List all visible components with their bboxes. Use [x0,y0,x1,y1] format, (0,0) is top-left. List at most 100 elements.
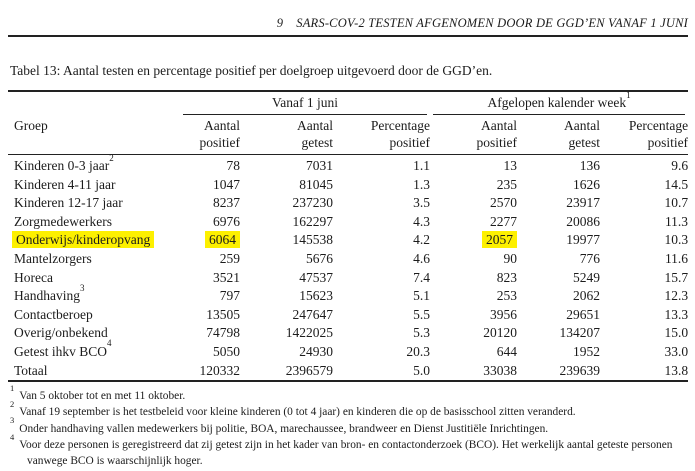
table-cell: 13.3 [664,306,689,322]
footnote-marker: 1 [10,382,15,393]
table-cell: 29651 [566,306,601,322]
table-cell: 20.3 [406,343,431,359]
table-cell: 162297 [292,213,334,229]
table-cell: 4.2 [413,232,431,248]
table-cell: 33038 [483,362,518,378]
table-cell: 120332 [199,362,241,378]
table-caption: Tabel 13: Aantal testen en percentage po… [10,63,493,78]
column-group-label: Vanaf 1 juni [272,95,338,110]
footnote-marker: 4 [10,431,15,442]
row-label: Getest ihkv BCO [14,343,107,359]
table-row: Handhaving3 797 15623 5.1 253 2062 12.3 [8,283,688,306]
footnotes: 1 Van 5 oktober tot en met 11 oktober. 2V… [10,384,694,470]
column-header-aantal-positief-2: Aantal positief [430,115,518,155]
table-cell: 15623 [299,288,333,304]
table-cell: 74798 [206,325,240,341]
running-header: 9 SARS-COV-2 TESTEN AFGENOMEN DOOR DE GGD… [8,16,688,30]
table-cell: 3.5 [413,195,431,211]
table-cell: 5676 [306,250,333,266]
footnote-marker: 2 [109,152,114,163]
table-cell: 24930 [299,343,333,359]
table-cell: 5050 [213,343,240,359]
table-cell: 9.6 [671,158,689,173]
table-cell: 235 [496,176,518,192]
table-cell: 33.0 [664,343,689,359]
table-cell: 797 [219,288,240,304]
highlighted-value: 6064 [205,231,240,249]
footnote: 3 Onder handhaving vallen medewerkers bij… [10,416,694,437]
table-row: Kinderen 12-17 jaar 8237 237230 3.5 2570… [8,194,688,213]
row-label: Kinderen 12-17 jaar [14,195,123,211]
table-cell: 5249 [573,269,601,285]
table-cell: 7.4 [413,269,431,285]
header-rule [8,35,688,37]
row-label: Contactberoep [14,306,93,322]
table-cell: 259 [219,250,240,266]
table-cell: 3956 [490,306,518,322]
row-label: Totaal [14,362,48,378]
table-cell: 1626 [573,176,601,192]
table-cell: 2057 [430,231,518,250]
table-cell: 14.5 [664,176,689,192]
table-cell: 145538 [292,232,334,248]
table-cell: 6064 [180,231,240,250]
table-cell: 13.8 [664,362,689,378]
table-cell: 247647 [292,306,334,322]
table-cell: 1952 [573,343,601,359]
table-cell: 47537 [299,269,333,285]
table-row-highlighted: Onderwijs/kinderopvang 6064 145538 4.2 2… [8,231,688,250]
table-cell: 10.3 [664,232,689,248]
table-cell: 239639 [559,362,601,378]
column-header-aantal-getest-1: Aantal getest [240,115,333,155]
column-header-row: Groep Aantal positief Aantal getest Percen… [8,115,689,155]
column-header-groep: Groep [8,115,180,155]
table-cell: 90 [503,250,518,266]
footnote-text: Van 5 oktober tot en met 11 oktober. [19,390,186,403]
table-row: Contactberoep 13505 247647 5.5 3956 2965… [8,306,688,325]
table-cell: 4.3 [413,213,431,229]
table-row: Getest ihkv BCO4 5050 24930 20.3 644 195… [8,339,689,362]
table-cell: 2277 [490,213,518,229]
table-row: Kinderen 4-11 jaar 1047 81045 1.3 235 16… [8,176,688,195]
table-cell: 1047 [213,176,240,192]
table-cell: 1.3 [413,176,431,192]
table-cell: 11.6 [664,250,689,266]
table-cell: 253 [496,288,518,304]
table-cell: 78 [226,158,241,173]
table-cell: 1422025 [285,325,333,341]
data-table: Vanaf 1 juni Afgelopen kalender week1 Gr… [8,90,689,383]
table-cell: 81045 [299,176,333,192]
column-header-aantal-positief-1: Aantal positief [180,115,240,155]
table-cell: 19977 [566,232,601,248]
table-cell: 237230 [292,195,334,211]
row-label-highlighted: Onderwijs/kinderopvang [12,231,155,249]
table-row: Kinderen 0-3 jaar2 78 7031 1.1 13 136 9.… [8,152,689,176]
column-group-afgelopen-week: Afgelopen kalender week1 [430,90,688,115]
row-label: Overig/onbekend [14,325,108,341]
table-cell: 134207 [559,325,601,341]
footnote-text: Voor deze personen is geregistreerd dat … [19,439,673,468]
table-cell: 15.0 [664,325,689,341]
table-row: Zorgmedewerkers 6976 162297 4.3 2277 200… [8,213,688,232]
row-label: Horeca [14,269,53,285]
table-cell: 2396579 [285,362,333,378]
column-group-row: Vanaf 1 juni Afgelopen kalender week1 [8,90,688,115]
table-cell: 13 [503,158,518,173]
table-cell: 7031 [306,158,333,173]
table-cell: 5.0 [413,362,431,378]
table-cell: 6976 [213,213,240,229]
table-cell: 11.3 [664,213,689,229]
table-cell: 15.7 [664,269,689,285]
table-cell: 5.1 [413,288,431,304]
table-row: Horeca 3521 47537 7.4 823 5249 15.7 [8,269,688,288]
table-cell: 4.6 [413,250,431,266]
table-cell: 1.1 [413,158,431,173]
footnote: 2 Vanaf 19 september is het testbeleid vo… [10,400,694,420]
section-number: 9 [276,16,284,30]
footnote: 4 Voor deze personen is geregistreerd dat… [10,432,694,470]
column-header-percentage-positief-1: Percentage positief [333,115,431,155]
footnote-marker: 3 [79,282,85,293]
corner-cell [8,91,180,115]
running-header-title: SARS-COV-2 TESTEN AFGENOMEN DOOR DE GGD’… [296,16,688,30]
